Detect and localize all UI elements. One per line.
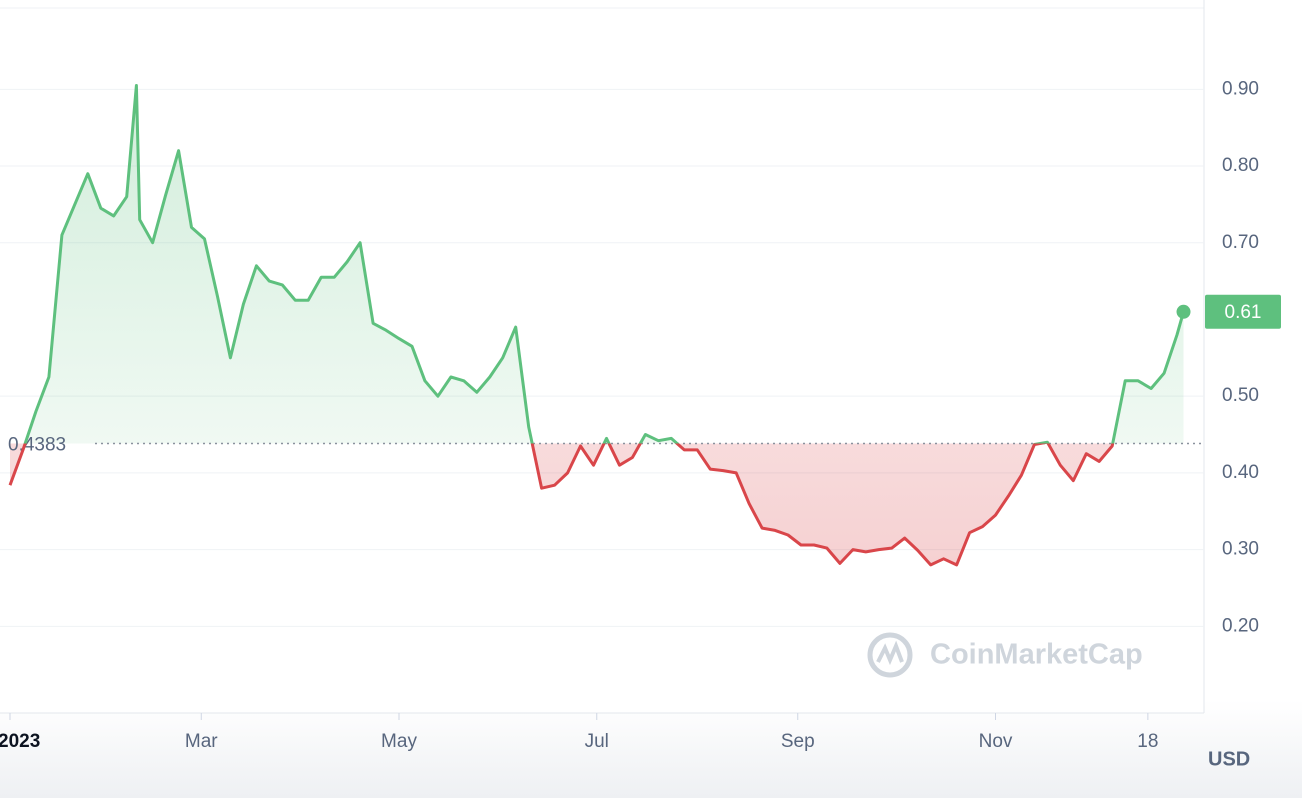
area-down: [10, 443, 1113, 565]
y-tick-label: 0.30: [1222, 539, 1259, 560]
x-tick-label: Mar: [185, 731, 218, 752]
baseline-label: 0.4383: [8, 435, 66, 456]
footer-band: [0, 700, 1302, 798]
price-badge: [1205, 294, 1281, 329]
watermark-text: CoinMarketCap: [930, 639, 1143, 671]
y-tick-label: 0.80: [1222, 155, 1259, 176]
area-up: [10, 85, 1184, 444]
last-point: [1176, 304, 1191, 319]
y-tick-label: 0.40: [1222, 462, 1259, 483]
price-line-down: [8, 443, 1115, 567]
x-tick-label: May: [381, 731, 417, 752]
y-tick-label: 0.90: [1222, 78, 1259, 99]
watermark-logo-m: [876, 640, 904, 666]
x-tick-label: Jul: [585, 731, 609, 752]
x-tick-label: Sep: [781, 731, 815, 752]
y-tick-label: 0.50: [1222, 385, 1259, 406]
watermark: CoinMarketCap: [867, 632, 1143, 678]
price-line-up: [23, 84, 1185, 444]
y-tick-label: 0.70: [1222, 232, 1259, 253]
watermark-logo: [867, 632, 913, 678]
x-tick-label: 2023: [0, 731, 40, 752]
x-tick-label: Nov: [979, 731, 1013, 752]
price-badge-label: 0.61: [1225, 302, 1262, 323]
y-axis-label: USD: [1208, 748, 1250, 770]
x-tick-label: 18: [1137, 731, 1158, 752]
y-tick-label: 0.20: [1222, 615, 1259, 636]
plot-layer: 0.20 0.30 0.40 0.50 0.70 0.80 0.90 2023 Mar May Ju…: [0, 78, 1281, 752]
